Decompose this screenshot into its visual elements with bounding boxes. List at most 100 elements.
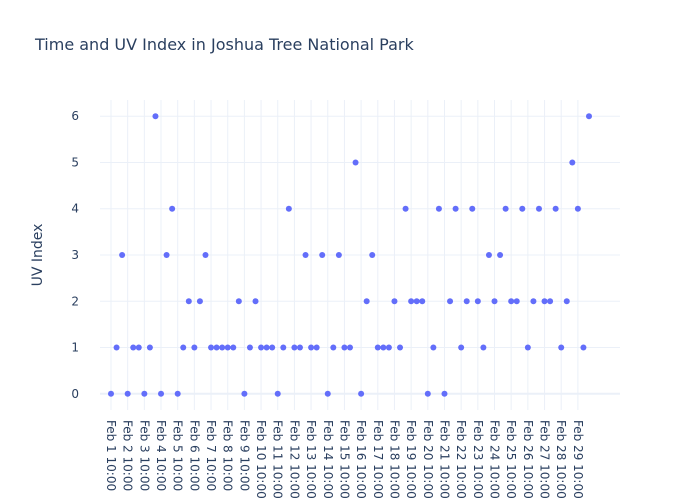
data-point[interactable] bbox=[208, 344, 215, 351]
data-point[interactable] bbox=[524, 344, 531, 351]
data-point[interactable] bbox=[574, 205, 581, 212]
data-point[interactable] bbox=[530, 298, 537, 305]
data-point[interactable] bbox=[380, 344, 387, 351]
data-point[interactable] bbox=[285, 205, 292, 212]
data-point[interactable] bbox=[146, 344, 153, 351]
data-point[interactable] bbox=[308, 344, 315, 351]
data-point[interactable] bbox=[458, 344, 465, 351]
data-point[interactable] bbox=[452, 205, 459, 212]
data-point[interactable] bbox=[569, 159, 576, 166]
data-point[interactable] bbox=[391, 298, 398, 305]
data-point[interactable] bbox=[469, 205, 476, 212]
x-tick-label: Feb 23 10:00 bbox=[471, 420, 485, 499]
data-point[interactable] bbox=[435, 205, 442, 212]
data-point[interactable] bbox=[535, 205, 542, 212]
data-point[interactable] bbox=[358, 390, 365, 397]
data-point[interactable] bbox=[135, 344, 142, 351]
data-point[interactable] bbox=[558, 344, 565, 351]
data-point[interactable] bbox=[169, 205, 176, 212]
data-point[interactable] bbox=[352, 159, 359, 166]
data-point[interactable] bbox=[274, 390, 281, 397]
data-point[interactable] bbox=[541, 298, 548, 305]
data-point[interactable] bbox=[296, 344, 303, 351]
data-point[interactable] bbox=[369, 252, 376, 258]
data-point[interactable] bbox=[347, 344, 353, 351]
data-point[interactable] bbox=[424, 390, 431, 397]
x-tick-label: Feb 8 10:00 bbox=[221, 420, 235, 491]
data-point[interactable] bbox=[269, 344, 276, 351]
data-point[interactable] bbox=[519, 205, 526, 212]
data-point[interactable] bbox=[230, 344, 237, 351]
data-point[interactable] bbox=[502, 205, 509, 212]
data-point[interactable] bbox=[241, 390, 248, 397]
data-point[interactable] bbox=[158, 390, 165, 397]
data-point[interactable] bbox=[335, 252, 342, 258]
data-point[interactable] bbox=[113, 344, 120, 351]
data-point[interactable] bbox=[547, 298, 554, 305]
data-point[interactable] bbox=[586, 113, 592, 120]
data-point[interactable] bbox=[385, 344, 392, 351]
data-point[interactable] bbox=[319, 252, 326, 258]
data-point[interactable] bbox=[191, 344, 198, 351]
data-point[interactable] bbox=[258, 344, 265, 351]
data-point[interactable] bbox=[235, 298, 242, 305]
data-point[interactable] bbox=[402, 205, 409, 212]
data-point[interactable] bbox=[291, 344, 298, 351]
data-point[interactable] bbox=[341, 344, 348, 351]
data-point[interactable] bbox=[363, 298, 370, 305]
data-point[interactable] bbox=[141, 390, 148, 397]
x-tick-label: Feb 13 10:00 bbox=[304, 420, 318, 499]
data-point[interactable] bbox=[447, 298, 454, 305]
data-point[interactable] bbox=[185, 298, 192, 305]
grid bbox=[100, 100, 620, 410]
data-point[interactable] bbox=[252, 298, 259, 305]
data-point[interactable] bbox=[263, 344, 270, 351]
data-point[interactable] bbox=[497, 252, 504, 258]
data-point[interactable] bbox=[485, 252, 492, 258]
y-tick-label: 0 bbox=[71, 387, 79, 401]
data-point[interactable] bbox=[213, 344, 220, 351]
data-point[interactable] bbox=[246, 344, 253, 351]
data-point[interactable] bbox=[563, 298, 570, 305]
x-tick-label: Feb 14 10:00 bbox=[321, 420, 335, 499]
x-tick-label: Feb 15 10:00 bbox=[337, 420, 351, 499]
data-point[interactable] bbox=[508, 298, 515, 305]
data-point[interactable] bbox=[419, 298, 426, 305]
data-point[interactable] bbox=[463, 298, 470, 305]
x-tick-label: Feb 18 10:00 bbox=[387, 420, 401, 499]
data-point[interactable] bbox=[108, 390, 114, 397]
data-point[interactable] bbox=[302, 252, 309, 258]
x-tick-label: Feb 24 10:00 bbox=[488, 420, 502, 499]
data-point[interactable] bbox=[413, 298, 420, 305]
data-point[interactable] bbox=[397, 344, 404, 351]
data-point[interactable] bbox=[374, 344, 381, 351]
x-tick-label: Feb 27 10:00 bbox=[538, 420, 552, 499]
x-tick-label: Feb 22 10:00 bbox=[454, 420, 468, 499]
data-point[interactable] bbox=[224, 344, 231, 351]
data-point[interactable] bbox=[513, 298, 520, 305]
data-point[interactable] bbox=[474, 298, 481, 305]
data-point[interactable] bbox=[430, 344, 437, 351]
data-point[interactable] bbox=[441, 390, 448, 397]
data-point[interactable] bbox=[408, 298, 415, 305]
data-point[interactable] bbox=[163, 252, 170, 258]
data-point[interactable] bbox=[313, 344, 320, 351]
data-point[interactable] bbox=[130, 344, 137, 351]
data-point[interactable] bbox=[330, 344, 337, 351]
data-point[interactable] bbox=[152, 113, 159, 120]
data-point[interactable] bbox=[280, 344, 287, 351]
data-point[interactable] bbox=[480, 344, 487, 351]
data-point[interactable] bbox=[491, 298, 498, 305]
data-point[interactable] bbox=[124, 390, 131, 397]
data-point[interactable] bbox=[552, 205, 559, 212]
data-point[interactable] bbox=[324, 390, 331, 397]
data-point[interactable] bbox=[174, 390, 181, 397]
data-point[interactable] bbox=[119, 252, 126, 258]
data-point[interactable] bbox=[219, 344, 226, 351]
data-point[interactable] bbox=[196, 298, 203, 305]
data-point[interactable] bbox=[180, 344, 187, 351]
data-point[interactable] bbox=[580, 344, 587, 351]
data-point[interactable] bbox=[202, 252, 209, 258]
